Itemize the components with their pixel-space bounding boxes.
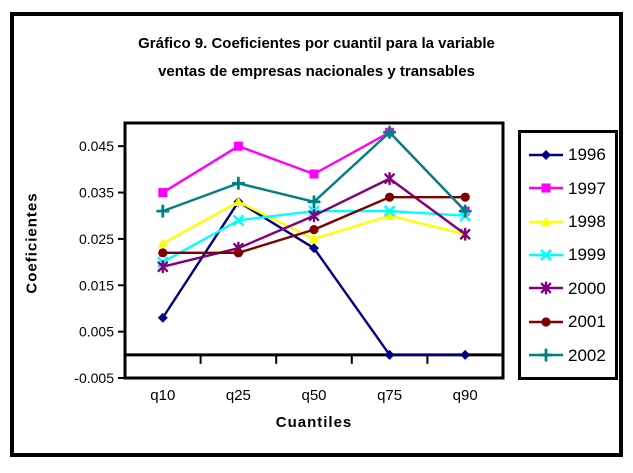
marker-1997-q50	[309, 169, 319, 179]
legend-label-1999: 1999	[568, 245, 606, 265]
y-tick-label: 0.025	[79, 231, 114, 247]
x-tick-label-q25: q25	[226, 387, 251, 404]
marker-1996-q10	[157, 312, 168, 323]
chart-title: Gráfico 9. Coeficientes por cuantil para…	[14, 30, 619, 86]
marker-1996-q50	[309, 243, 319, 254]
marker-1996-q90	[460, 349, 471, 360]
legend-key-marker-2000	[540, 281, 552, 295]
x-tick-label-q50: q50	[301, 387, 326, 404]
legend: 1996 1997 1998 1999 2000 2001 2002	[518, 130, 618, 380]
chart-title-line2: ventas de empresas nacionales y transabl…	[158, 63, 475, 80]
legend-label-1998: 1998	[568, 212, 606, 232]
marker-2001-q25	[233, 248, 243, 258]
x-tick-label-q90: q90	[453, 387, 478, 404]
marker-1997-q25	[233, 141, 243, 151]
marker-2002-q90	[458, 204, 472, 218]
x-tick-label-q10: q10	[150, 387, 175, 404]
y-tick-label: 0.005	[79, 324, 114, 340]
marker-1998-q75	[384, 210, 395, 220]
legend-item-1999: 1999	[528, 246, 613, 263]
legend-item-1996: 1996	[528, 146, 613, 163]
y-tick-label: 0.035	[79, 185, 114, 201]
legend-key-2001	[529, 317, 563, 327]
legend-item-1998: 1998	[528, 213, 613, 230]
legend-label-1997: 1997	[568, 178, 606, 198]
plot-svg: -0.005 0.005 0.015 0.025 0.035 0.045 q10 q25 q50…	[74, 121, 505, 404]
legend-key-marker-2001	[541, 317, 551, 327]
legend-label-2000: 2000	[568, 278, 606, 298]
x-tick-label-q75: q75	[377, 387, 402, 404]
legend-key-marker-2002	[539, 348, 553, 362]
marker-1999-q75	[384, 205, 396, 217]
legend-key-1999	[529, 249, 563, 261]
legend-key-1998	[529, 216, 563, 226]
legend-item-2001: 2001	[528, 313, 613, 330]
marker-2000-q90	[459, 227, 471, 241]
legend-key-marker-1998	[541, 216, 551, 226]
marker-2000-q50	[308, 209, 320, 223]
marker-1996-q75	[384, 349, 395, 360]
legend-item-2002: 2002	[528, 347, 613, 364]
chart-title-line1: Gráfico 9. Coeficientes por cuantil para…	[138, 35, 495, 52]
legend-label-2002: 2002	[568, 345, 606, 365]
legend-key-marker-1997	[541, 183, 551, 193]
legend-key-2000	[529, 281, 563, 295]
marker-2000-q10	[157, 260, 169, 274]
marker-2000-q75	[384, 172, 395, 186]
legend-key-2002	[529, 348, 563, 362]
legend-item-2000: 2000	[528, 280, 613, 297]
marker-2001-q50	[309, 225, 319, 235]
x-axis-title: Cuantiles	[275, 414, 353, 431]
marker-2001-q10	[158, 248, 168, 258]
marker-2001-q90	[460, 192, 470, 202]
marker-1997-q10	[158, 188, 168, 198]
marker-2001-q75	[385, 192, 395, 202]
legend-label-2001: 2001	[568, 312, 606, 332]
legend-key-1997	[529, 183, 563, 193]
y-tick-label: 0.045	[79, 138, 114, 154]
y-tick-label: -0.005	[74, 370, 114, 386]
marker-2002-q75	[383, 125, 397, 139]
legend-item-1997: 1997	[528, 180, 613, 197]
marker-2002-q50	[307, 195, 321, 209]
marker-2002-q10	[156, 204, 170, 218]
legend-label-1996: 1996	[568, 145, 606, 165]
marker-1998-q25	[233, 196, 244, 207]
marker-1999-q25	[232, 214, 244, 226]
marker-1998-q50	[309, 233, 319, 244]
legend-key-1996	[529, 149, 563, 160]
y-tick-label: 0.015	[79, 277, 114, 293]
marker-1998-q10	[157, 238, 168, 248]
marker-2002-q25	[231, 176, 245, 190]
chart-frame: Gráfico 9. Coeficientes por cuantil para…	[10, 12, 623, 457]
legend-key-marker-1996	[541, 149, 551, 160]
legend-key-marker-1999	[540, 249, 552, 261]
